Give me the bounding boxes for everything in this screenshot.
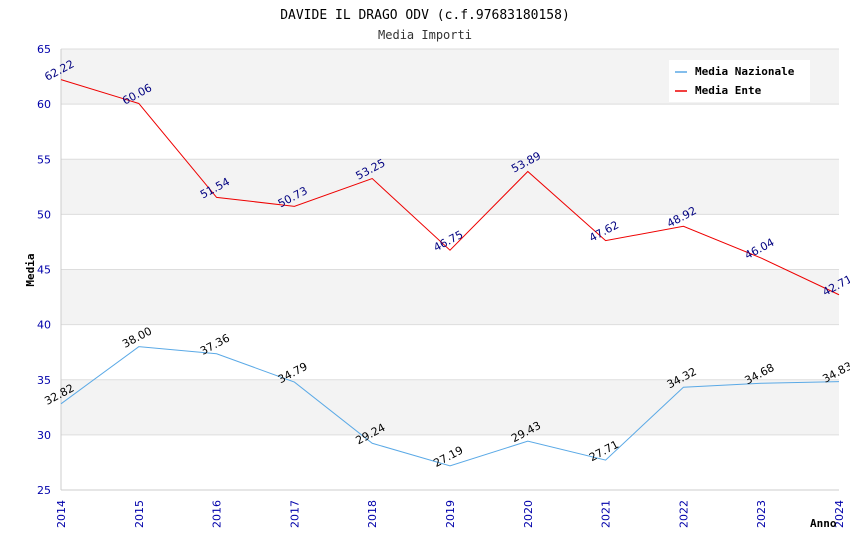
legend-box bbox=[669, 60, 810, 102]
x-tick-label: 2021 bbox=[600, 500, 613, 528]
chart-title: DAVIDE IL DRAGO ODV (c.f.97683180158) bbox=[280, 8, 570, 23]
y-tick-label: 45 bbox=[37, 264, 51, 277]
series-line bbox=[60, 346, 840, 467]
x-tick-label: 2019 bbox=[444, 500, 457, 528]
plot-band bbox=[61, 379, 839, 435]
y-tick-label: 60 bbox=[37, 98, 51, 111]
y-tick-label: 65 bbox=[37, 43, 51, 56]
y-tick-label: 55 bbox=[37, 153, 51, 166]
x-tick-label: 2018 bbox=[366, 500, 379, 528]
y-tick-label: 30 bbox=[37, 429, 51, 442]
x-tick-label: 2014 bbox=[55, 500, 68, 528]
legend-label-ente: Media Ente bbox=[695, 84, 762, 97]
y-axis-ticks: 25 30 35 40 45 50 55 60 65 bbox=[37, 43, 51, 497]
series-line bbox=[60, 79, 840, 296]
x-tick-label: 2023 bbox=[755, 500, 768, 528]
x-tick-label: 2017 bbox=[288, 500, 301, 528]
series-lines bbox=[60, 79, 840, 467]
plot-background bbox=[61, 49, 839, 490]
plot-band bbox=[61, 324, 839, 380]
y-tick-label: 35 bbox=[37, 374, 51, 387]
plot-band bbox=[61, 214, 839, 270]
plot-band bbox=[61, 434, 839, 490]
x-axis-ticks: 2014 2015 2016 2017 2018 2019 2020 2021 2022 2023… bbox=[55, 500, 846, 528]
legend: Media Nazionale Media Ente bbox=[669, 60, 810, 102]
x-tick-label: 2020 bbox=[522, 500, 535, 528]
y-tick-label: 25 bbox=[37, 484, 51, 497]
plot-band bbox=[61, 159, 839, 215]
chart-subtitle: Media Importi bbox=[378, 28, 472, 42]
x-tick-label: 2016 bbox=[211, 500, 224, 528]
x-axis-title: Anno bbox=[810, 517, 837, 530]
y-tick-label: 40 bbox=[37, 319, 51, 332]
plot-band bbox=[61, 269, 839, 325]
x-tick-label: 2024 bbox=[833, 500, 846, 528]
y-tick-label: 50 bbox=[37, 208, 51, 221]
x-tick-label: 2015 bbox=[133, 500, 146, 528]
legend-label-naz: Media Nazionale bbox=[695, 65, 795, 78]
y-axis-title: Media bbox=[24, 253, 37, 286]
plot-band bbox=[61, 104, 839, 160]
x-tick-label: 2022 bbox=[677, 500, 690, 528]
axes bbox=[60, 49, 839, 491]
